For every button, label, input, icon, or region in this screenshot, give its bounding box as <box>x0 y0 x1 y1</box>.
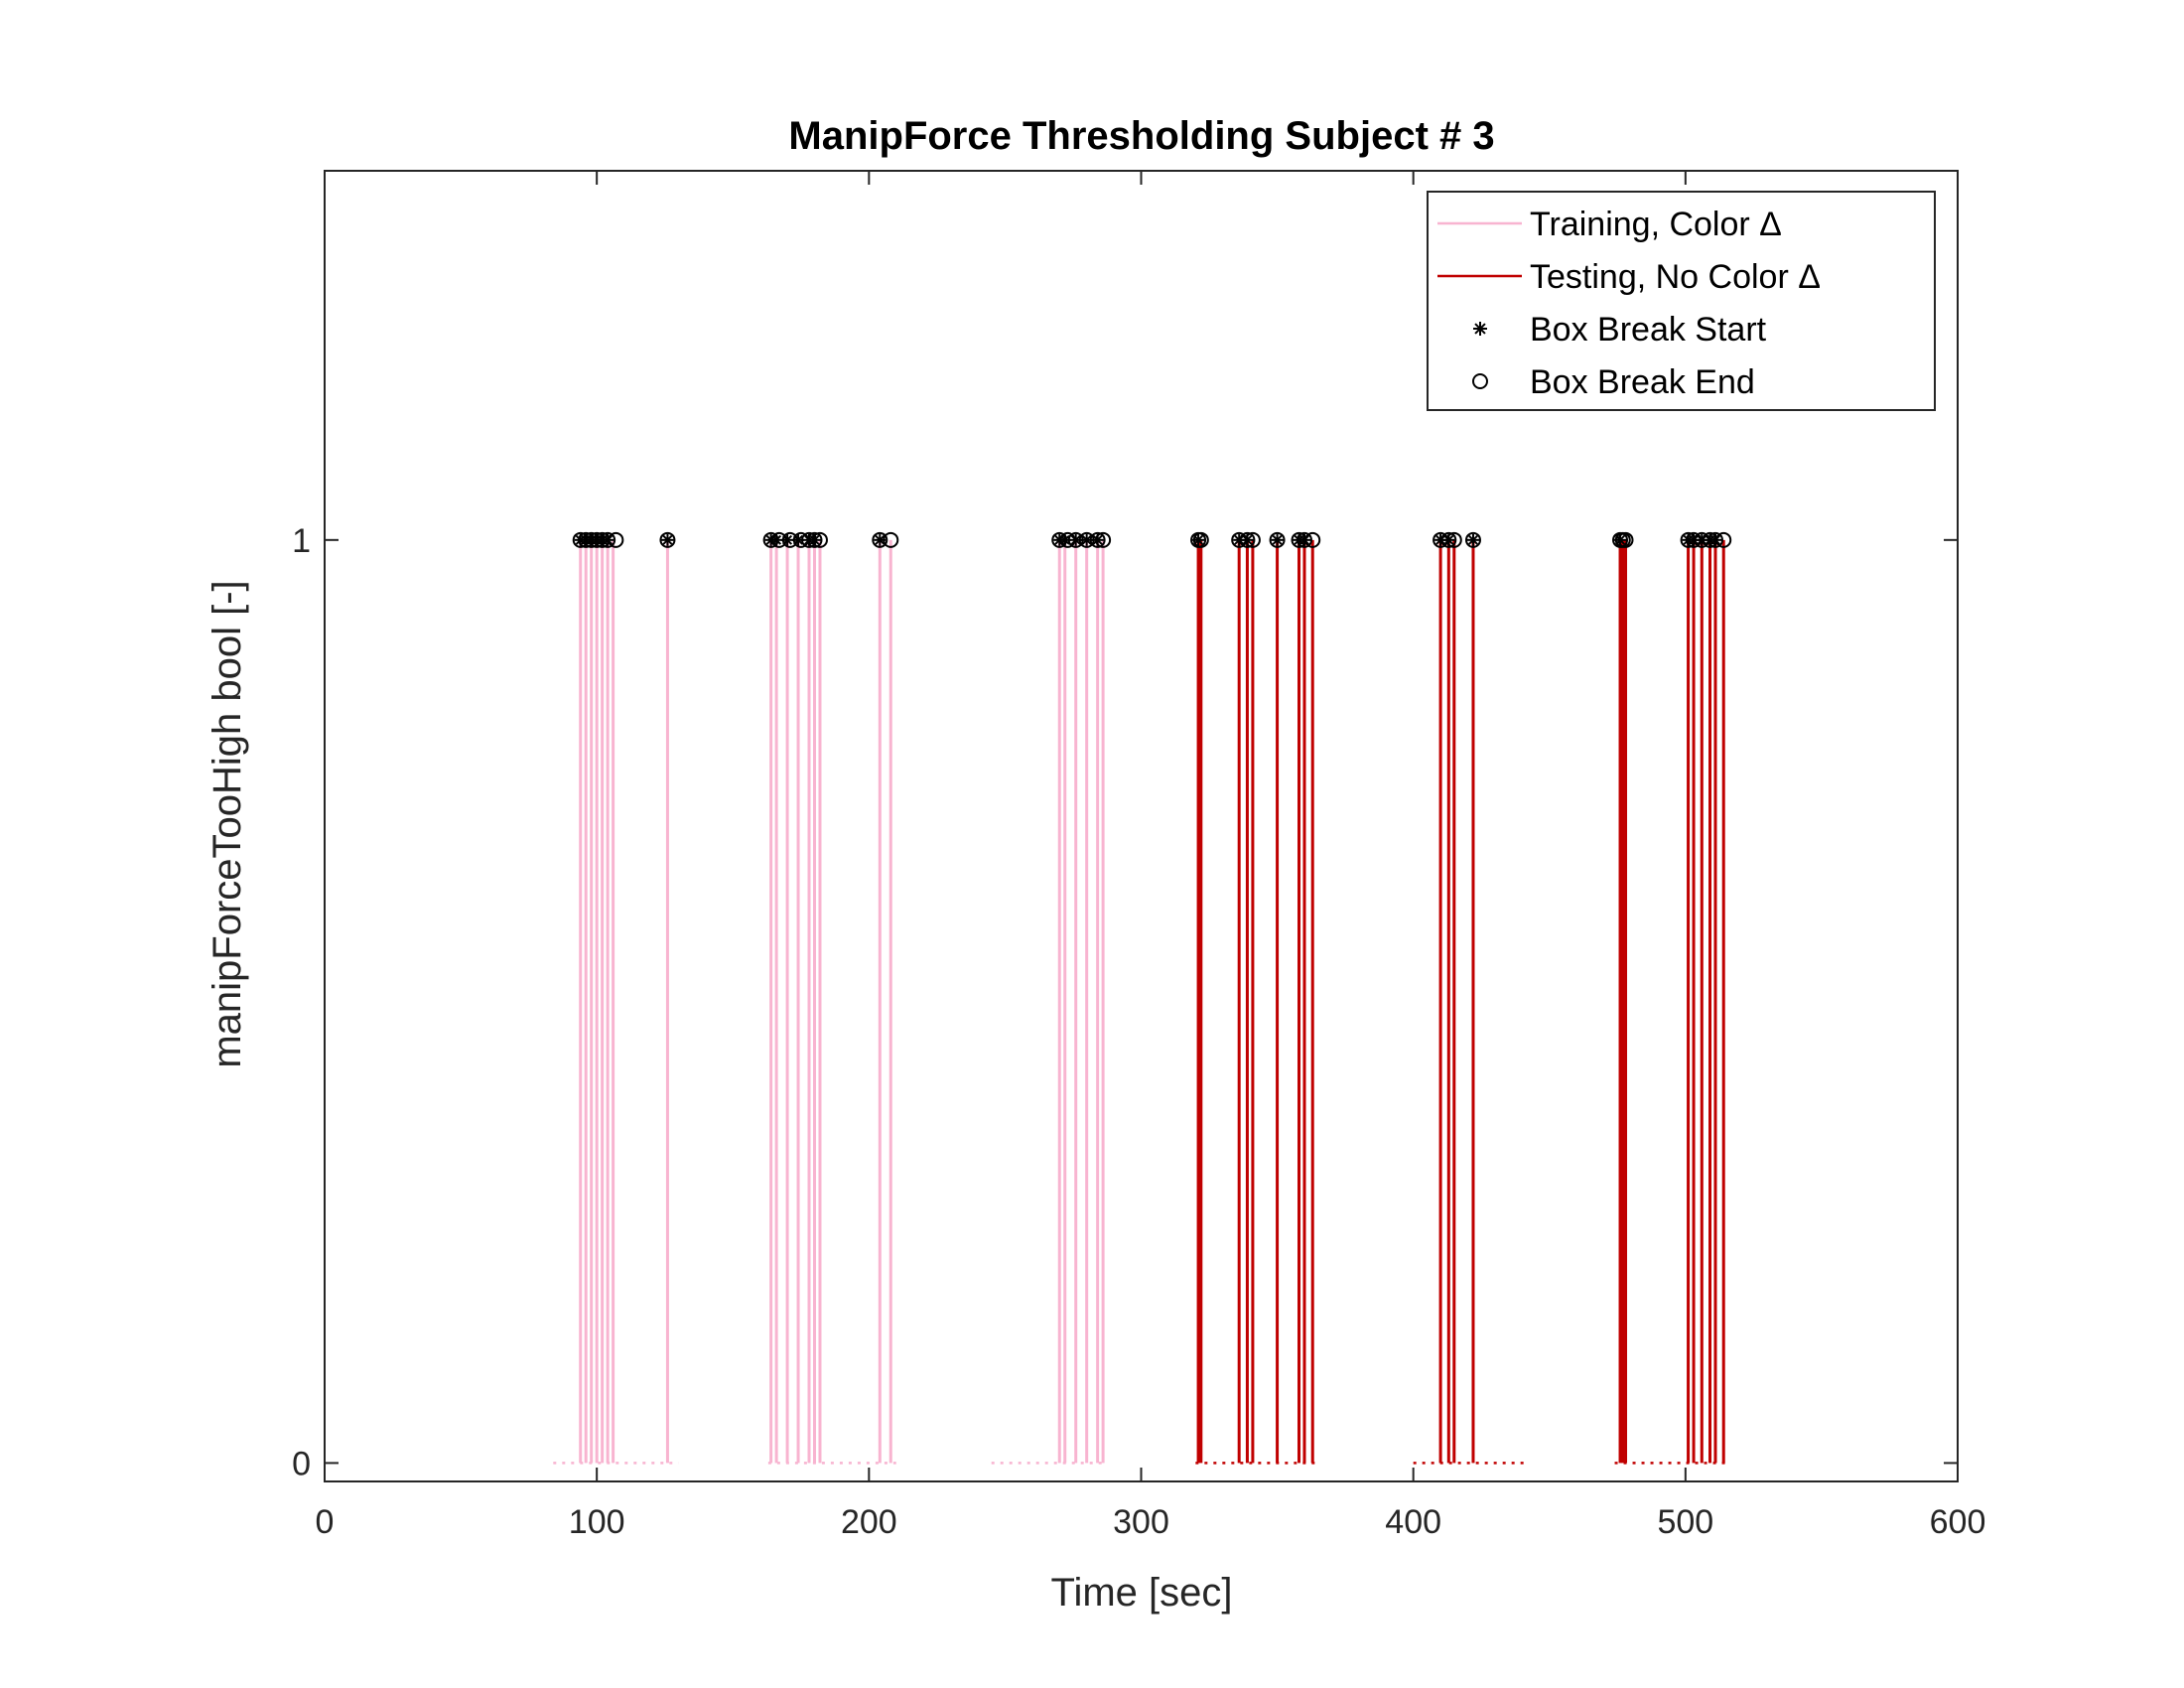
asterisk-stroke <box>1474 323 1486 335</box>
legend-swatch-box-break-start <box>1473 322 1487 336</box>
legend: Training, Color Δ Testing, No Color Δ Bo… <box>1427 191 1936 411</box>
asterisk-stroke <box>1092 534 1103 545</box>
asterisk-stroke <box>875 534 886 545</box>
asterisk-stroke <box>1272 534 1283 545</box>
marker-box-break-end <box>801 531 818 548</box>
asterisk-stroke <box>662 534 673 545</box>
marker-box-break-end <box>572 531 589 548</box>
marker-box-break-end <box>1078 531 1095 548</box>
chart-title: ManipForce Thresholding Subject # 3 <box>788 114 1494 158</box>
marker-box-break-end <box>1304 531 1321 548</box>
marker-box-break-start <box>661 533 674 546</box>
x-tick-label: 0 <box>316 1503 335 1541</box>
x-tick-label: 200 <box>841 1503 897 1541</box>
marker-box-break-end <box>583 531 600 548</box>
marker-box-break-end <box>806 531 823 548</box>
marker-box-break-end <box>659 531 676 548</box>
marker-box-break-end <box>781 531 798 548</box>
marker-box-break-start <box>1271 533 1284 546</box>
marker-box-break-end <box>1192 531 1209 548</box>
marker-box-break-end <box>1617 531 1634 548</box>
marker-box-break-start <box>1466 533 1479 546</box>
marker-box-break-end <box>1440 531 1457 548</box>
x-tick-label: 600 <box>1930 1503 1986 1541</box>
marker-box-break-end <box>770 531 787 548</box>
marker-box-break-end <box>811 531 828 548</box>
marker-box-break-end <box>578 531 595 548</box>
marker-box-break-end <box>608 531 624 548</box>
asterisk-stroke <box>1081 534 1092 545</box>
marker-box-break-end <box>1239 531 1256 548</box>
x-tick-label: 500 <box>1657 1503 1713 1541</box>
marker-box-break-end <box>1089 531 1106 548</box>
marker-box-break-end <box>1059 531 1076 548</box>
y-axis-label: manipForceTooHigh bool [-] <box>205 580 249 1067</box>
marker-box-break-end <box>1095 531 1112 548</box>
marker-box-break-end <box>1297 531 1312 548</box>
marker-box-break-end <box>1706 531 1723 548</box>
marker-box-break-end <box>1067 531 1084 548</box>
marker-box-break-end <box>872 531 888 548</box>
legend-label-training: Training, Color Δ <box>1530 206 1782 243</box>
legend-asterisk <box>1473 322 1487 336</box>
legend-label-box-break-start: Box Break Start <box>1530 311 1767 349</box>
marker-box-break-end <box>1715 531 1732 548</box>
legend-swatch-box-break-end <box>1472 373 1488 389</box>
x-axis-label: Time [sec] <box>1051 1571 1233 1615</box>
marker-box-break-end <box>1464 531 1481 548</box>
marker-box-break-end <box>883 531 899 548</box>
marker-box-break-end <box>1686 531 1703 548</box>
x-tick-label: 300 <box>1113 1503 1169 1541</box>
series-training <box>553 539 1106 1465</box>
marker-box-break-end <box>1244 531 1261 548</box>
legend-label-testing: Testing, No Color Δ <box>1530 258 1821 296</box>
asterisk-stroke <box>1468 534 1478 545</box>
y-tick-label: 1 <box>292 522 311 560</box>
marker-box-break-end <box>1445 531 1462 548</box>
legend-box <box>1427 191 1936 411</box>
x-tick-label: 400 <box>1385 1503 1441 1541</box>
ticks-layer: 0 100 200 300 400 500 600 0 1 <box>292 171 1985 1541</box>
legend-label-box-break-end: Box Break End <box>1530 363 1755 401</box>
marker-box-break-end <box>589 531 606 548</box>
marker-box-break-end <box>600 531 616 548</box>
marker-box-break-end <box>1269 531 1286 548</box>
x-tick-label: 100 <box>569 1503 625 1541</box>
series-testing <box>1195 539 1729 1465</box>
data-layer <box>553 531 1732 1465</box>
marker-box-break-end <box>1051 531 1068 548</box>
asterisk-stroke <box>809 534 820 545</box>
series-box-break-end <box>572 531 1732 548</box>
marker-box-break-end <box>762 531 779 548</box>
y-tick-label: 0 <box>292 1445 311 1482</box>
